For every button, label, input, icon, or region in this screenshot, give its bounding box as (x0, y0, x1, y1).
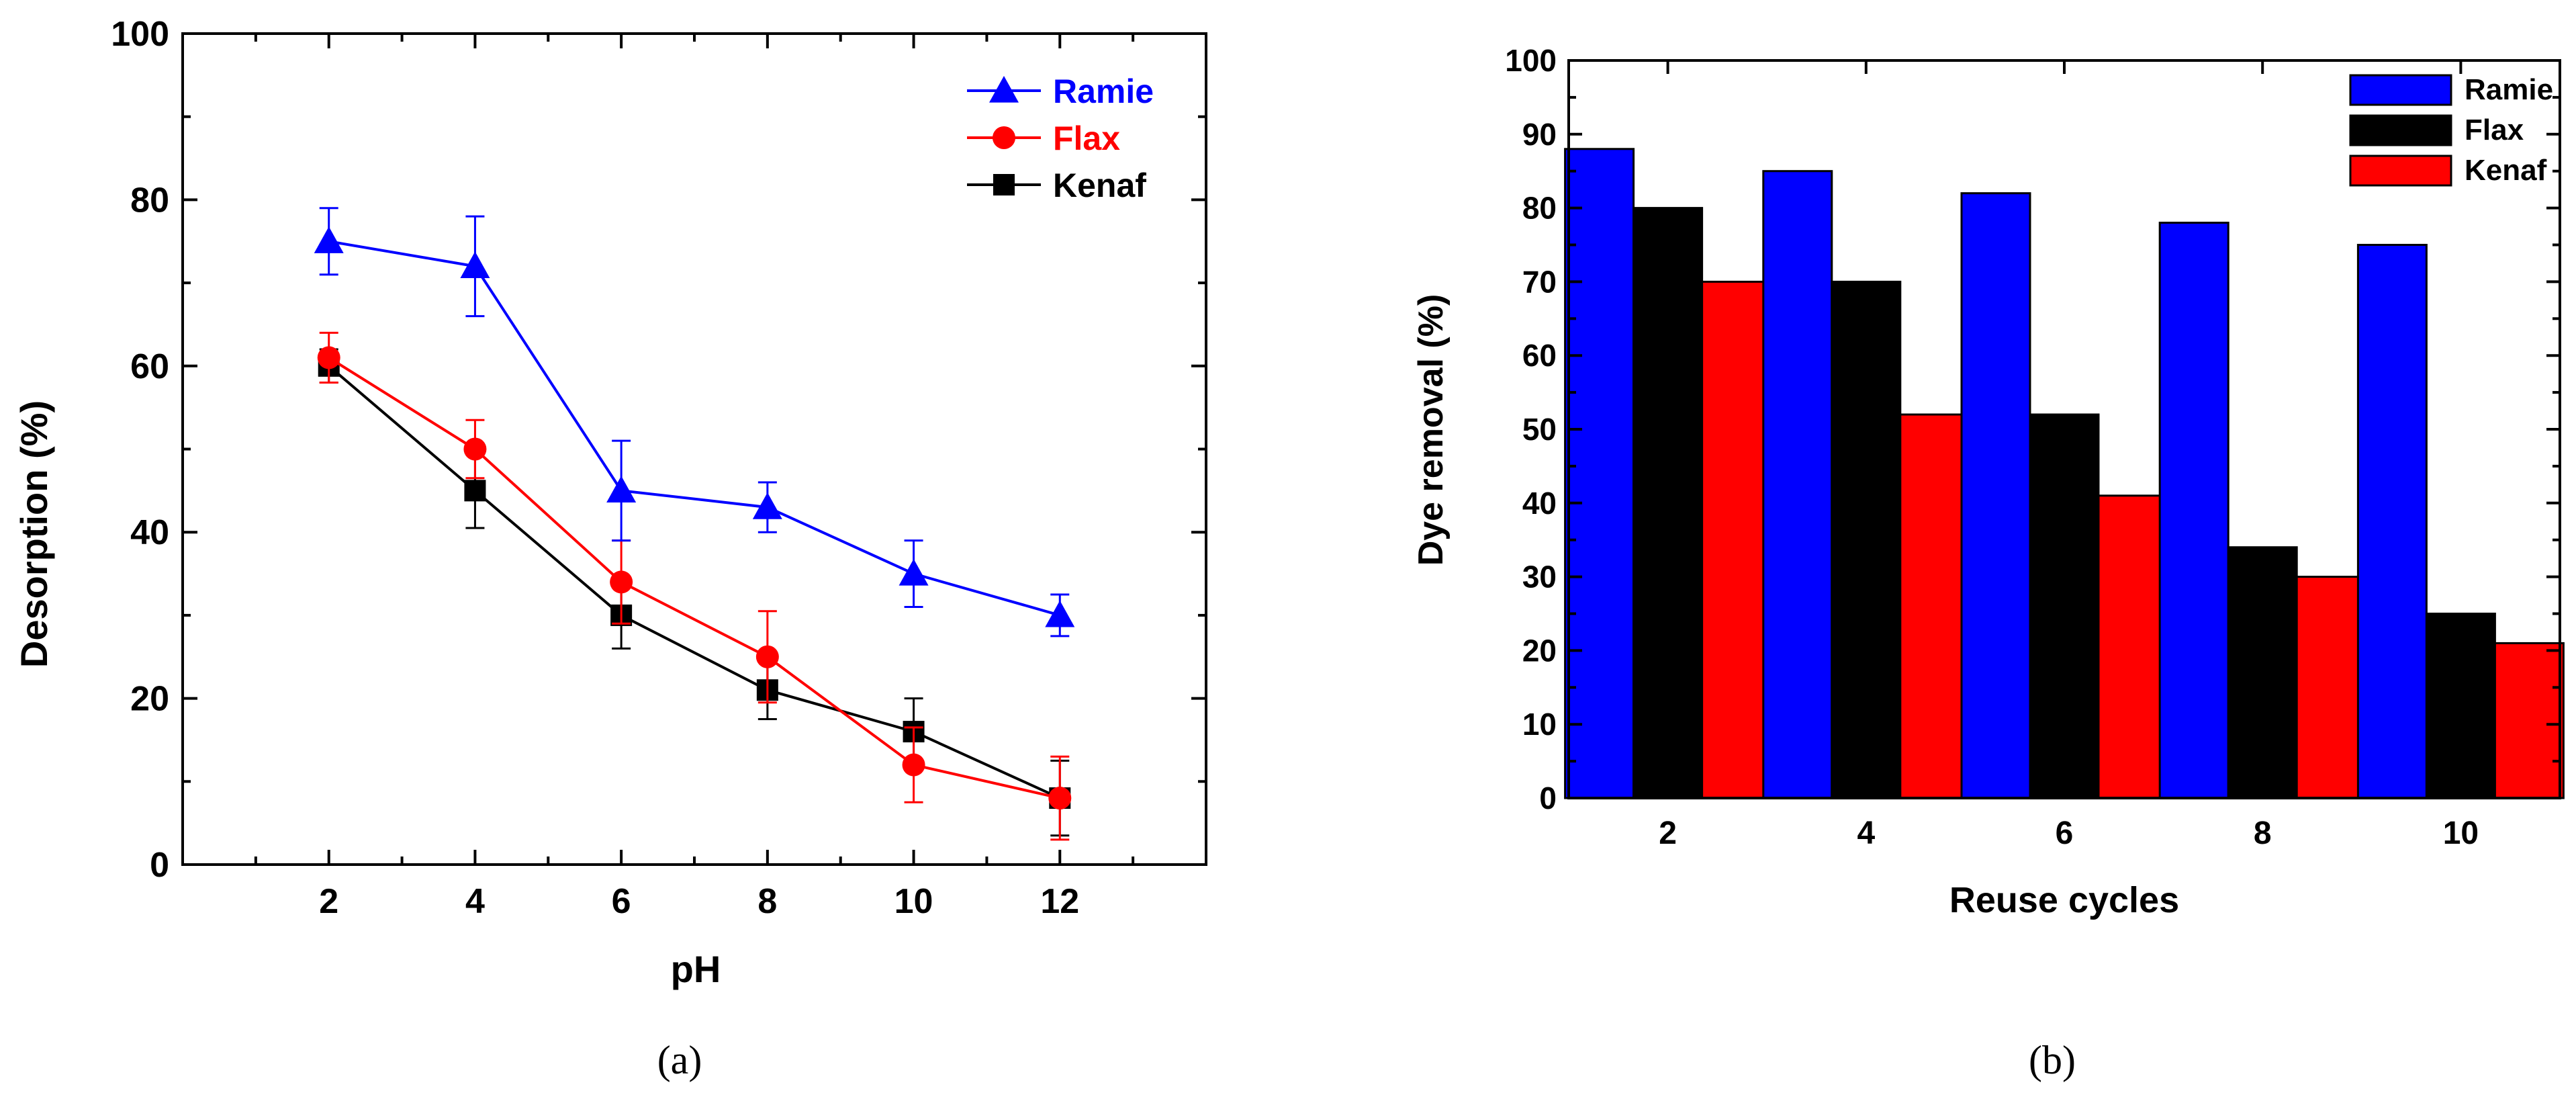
chart-a-plot-area: 0 20 40 60 80 100 2 4 6 8 10 12 Ramie Flax Kenaf (111, 15, 1207, 921)
chart-a-legend-marker-ramie (989, 76, 1019, 103)
chart-b-y-tick-label: 0 (1539, 781, 1557, 816)
chart-b-x-tick-label: 6 (2056, 816, 2074, 851)
chart-a-point-ramie (314, 226, 344, 253)
chart-a-point-kenaf (464, 480, 486, 502)
chart-a-y-tick-label: 60 (130, 347, 169, 386)
chart-b-bar-ramie (1762, 170, 1833, 799)
chart-a-point-flax (317, 346, 340, 369)
chart-b-y-tick-label: 80 (1522, 191, 1557, 226)
chart-b-legend-swatch-flax (2349, 114, 2452, 146)
chart-a-point-flax (610, 570, 633, 594)
chart-a-x-tick-label: 8 (757, 882, 777, 921)
chart-b: 2 4 6 8 100102030405060708090100RamieFlaxKen… (1412, 43, 2565, 1082)
chart-b-bar-flax (2227, 546, 2298, 799)
chart-a-x-axis-label: pH (671, 948, 721, 990)
chart-b-y-tick-label: 70 (1522, 264, 1557, 299)
chart-b-bar-kenaf (2295, 576, 2366, 799)
chart-b-caption: (b) (2029, 1038, 2076, 1082)
chart-b-y-tick-label: 10 (1522, 707, 1557, 742)
chart-a-x-tick-label: 2 (319, 882, 338, 921)
chart-b-y-axis-label: Dye removal (%) (1412, 294, 1451, 566)
chart-a-point-flax (1048, 787, 1072, 810)
chart-a-y-tick-label: 80 (130, 181, 169, 220)
chart-a-x-tick-label: 4 (465, 882, 485, 921)
chart-b-x-tick-label: 4 (1857, 816, 1875, 851)
chart-a-point-flax (755, 645, 779, 668)
chart-a-legend-label-flax: Flax (1053, 120, 1120, 157)
chart-b-x-tick-label: 2 (1659, 816, 1677, 851)
chart-b-legend-label-ramie: Ramie (2465, 73, 2553, 106)
chart-a-legend-label-ramie: Ramie (1053, 73, 1154, 110)
chart-b-legend-swatch-ramie (2349, 74, 2452, 106)
chart-a-y-tick-label: 40 (130, 513, 169, 552)
chart-b-y-tick-label: 90 (1522, 117, 1557, 152)
chart-b-y-tick-label: 30 (1522, 560, 1557, 595)
chart-a-point-ramie (1045, 600, 1075, 627)
chart-b-bar-kenaf (2097, 494, 2168, 799)
chart-a: 0 20 40 60 80 100 2 4 6 8 10 12 Ramie Flax Kenaf Desor… (13, 15, 1207, 1082)
chart-a-point-ramie (899, 559, 929, 586)
chart-b-y-tick-label: 60 (1522, 338, 1557, 373)
chart-a-caption: (a) (657, 1038, 702, 1082)
chart-b-bar-flax (2425, 613, 2496, 799)
chart-a-line-flax (328, 356, 1060, 799)
chart-b-bar-ramie (2158, 222, 2229, 799)
chart-b-x-tick-label: 10 (2443, 816, 2479, 851)
chart-a-x-tick-label: 10 (894, 882, 933, 921)
chart-b-bar-flax (1632, 207, 1704, 799)
chart-b-x-axis-label: Reuse cycles (1949, 880, 2179, 920)
chart-b-bar-kenaf (1701, 280, 1772, 799)
chart-b-bar-kenaf (1899, 413, 1970, 799)
chart-a-line-ramie (328, 240, 1060, 617)
chart-a-x-tick-label: 6 (612, 882, 631, 921)
chart-a-y-axis-label: Desorption (%) (13, 400, 55, 668)
chart-b-legend-swatch-kenaf (2349, 155, 2452, 187)
chart-a-series-ramie (314, 207, 1075, 638)
chart-b-y-tick-label: 40 (1522, 486, 1557, 521)
chart-a-y-tick-label: 100 (111, 15, 169, 54)
chart-a-legend-marker-flax (993, 126, 1015, 149)
chart-a-point-flax (463, 437, 487, 461)
chart-b-bar-flax (2029, 413, 2100, 799)
chart-a-series-flax (317, 331, 1072, 841)
chart-a-y-tick-label: 20 (130, 680, 169, 719)
chart-b-x-tick-label: 8 (2254, 816, 2272, 851)
chart-a-frame (181, 32, 1207, 866)
chart-a-point-ramie (460, 251, 490, 278)
chart-a-point-ramie (752, 492, 782, 519)
chart-a-line-kenaf (328, 365, 1061, 799)
chart-b-y-tick-label: 20 (1522, 633, 1557, 668)
chart-b-legend-label-flax: Flax (2465, 114, 2524, 146)
chart-b-bar-ramie (1960, 192, 2031, 799)
chart-b-y-tick-label: 50 (1522, 412, 1557, 447)
chart-a-y-tick-label: 0 (150, 846, 169, 885)
chart-b-bar-kenaf (2493, 642, 2565, 799)
chart-a-legend-label-kenaf: Kenaf (1053, 167, 1146, 204)
chart-b-plot-area: 2 4 6 8 100102030405060708090100RamieFlaxKen… (1505, 43, 2565, 851)
chart-b-bar-ramie (2356, 244, 2428, 799)
chart-a-point-ramie (606, 476, 637, 502)
chart-b-legend-label-kenaf: Kenaf (2465, 154, 2547, 187)
chart-a-legend-marker-kenaf (993, 174, 1015, 195)
chart-a-point-flax (902, 753, 925, 777)
chart-b-bar-flax (1831, 280, 1902, 799)
chart-b-bar-ramie (1564, 148, 1635, 799)
chart-b-y-tick-label: 100 (1505, 43, 1557, 78)
chart-a-x-tick-label: 12 (1040, 882, 1079, 921)
